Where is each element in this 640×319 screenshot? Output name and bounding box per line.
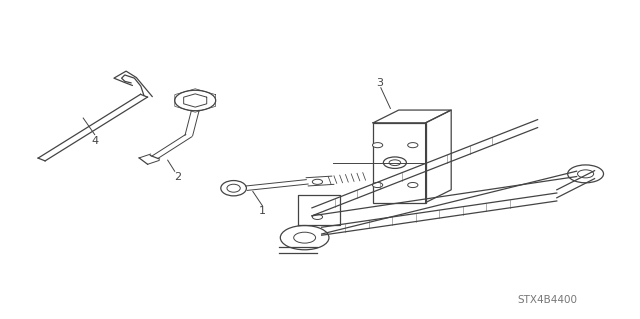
- Circle shape: [389, 160, 401, 166]
- Circle shape: [372, 182, 383, 188]
- Circle shape: [408, 182, 418, 188]
- Circle shape: [383, 157, 406, 168]
- Text: 3: 3: [376, 78, 383, 88]
- Text: STX4B4400: STX4B4400: [517, 295, 577, 305]
- Circle shape: [312, 179, 323, 184]
- Text: 1: 1: [259, 206, 266, 217]
- Text: 4: 4: [91, 136, 99, 146]
- Text: 2: 2: [174, 172, 182, 182]
- Circle shape: [408, 143, 418, 148]
- Circle shape: [312, 214, 323, 219]
- Circle shape: [372, 143, 383, 148]
